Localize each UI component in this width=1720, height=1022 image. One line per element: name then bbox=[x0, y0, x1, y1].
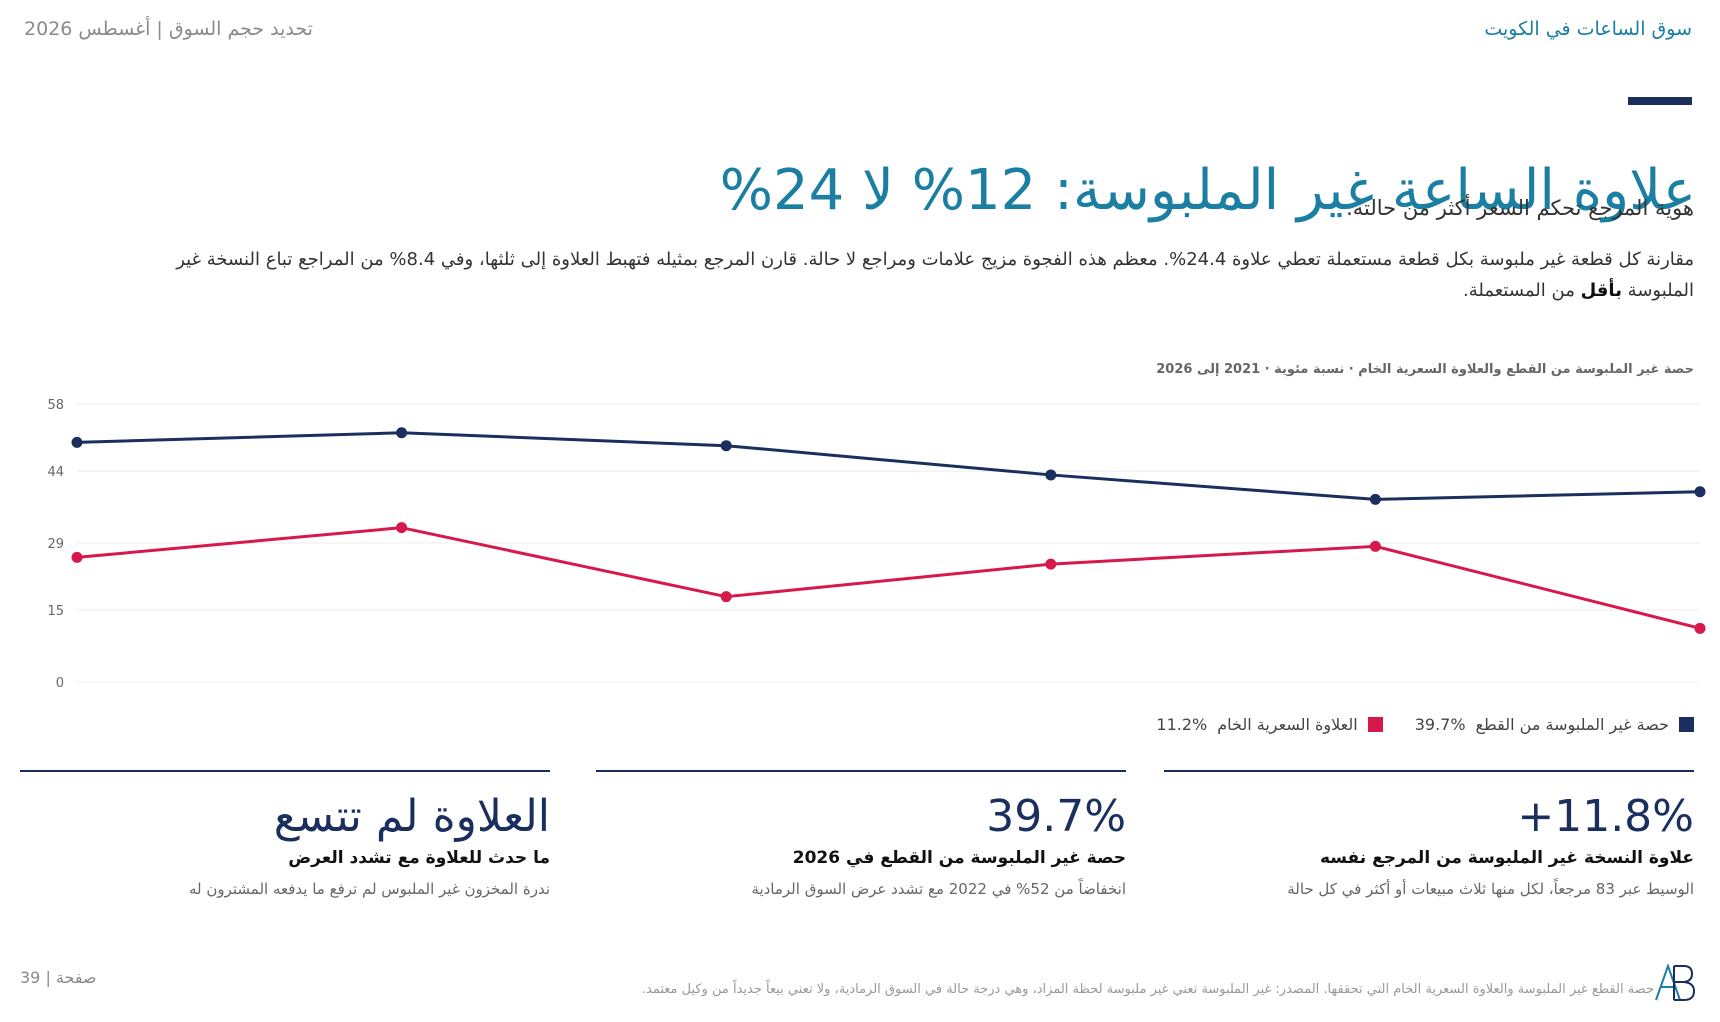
data-point bbox=[71, 551, 83, 563]
y-tick-label: 0 bbox=[56, 676, 64, 691]
page-title: علاوة الساعة غير الملبوسة: 12% لا 24% bbox=[719, 157, 1696, 223]
legend-swatch-share bbox=[1679, 717, 1694, 732]
legend-item-premium: العلاوة السعرية الخام 11.2% bbox=[1156, 715, 1383, 734]
stat-value: +11.8% bbox=[1517, 791, 1694, 842]
data-point bbox=[71, 436, 83, 448]
footer-note: حصة القطع غير الملبوسة والعلاوة السعرية … bbox=[641, 982, 1654, 997]
legend-value-premium: 11.2% bbox=[1156, 715, 1208, 734]
stat-label: ما حدث للعلاوة مع تشدد العرض bbox=[288, 848, 550, 868]
accent-bar bbox=[1628, 97, 1692, 105]
chart-legend: حصة غير الملبوسة من القطع 39.7% العلاوة … bbox=[1156, 715, 1694, 734]
brand-logo-icon bbox=[1655, 962, 1696, 1001]
stat-block-outcome: العلاوة لم تتسع ما حدث للعلاوة مع تشدد ا… bbox=[20, 770, 550, 898]
legend-label-premium: العلاوة السعرية الخام bbox=[1217, 715, 1358, 734]
intro-text: مقارنة كل قطعة غير ملبوسة بكل قطعة مستعم… bbox=[176, 249, 1694, 301]
line-chart: 0 15 29 44 58 bbox=[47, 398, 1706, 691]
stat-block-premium: +11.8% علاوة النسخة غير الملبوسة من المر… bbox=[1164, 770, 1694, 898]
page-number: صفحة | 39 bbox=[20, 968, 97, 987]
stat-desc: انخفاضاً من 52% في 2022 مع تشدد عرض السو… bbox=[751, 880, 1126, 898]
stat-block-share: 39.7% حصة غير الملبوسة من القطع في 2026 … bbox=[596, 770, 1126, 898]
stat-label: حصة غير الملبوسة من القطع في 2026 bbox=[792, 848, 1126, 868]
chart-title: حصة غير الملبوسة من القطع والعلاوة السعر… bbox=[1156, 362, 1694, 377]
y-tick-label: 58 bbox=[47, 398, 64, 413]
data-point bbox=[1369, 540, 1381, 552]
intro-tail: من المستعملة. bbox=[1462, 280, 1581, 301]
page-subtitle: هوية المرجع تحكم السعر أكثر من حالته. bbox=[1346, 196, 1694, 220]
legend-swatch-premium bbox=[1367, 717, 1383, 732]
report-title: سوق الساعات في الكويت bbox=[1484, 18, 1692, 40]
stat-desc: الوسيط عبر 83 مرجعاً، لكل منها ثلاث مبيع… bbox=[1287, 880, 1694, 898]
data-point bbox=[720, 440, 732, 452]
series-line-0 bbox=[76, 431, 1701, 501]
y-tick-label: 29 bbox=[47, 537, 64, 552]
stat-label: علاوة النسخة غير الملبوسة من المرجع نفسه bbox=[1319, 848, 1694, 868]
y-tick-label: 15 bbox=[47, 604, 64, 619]
y-tick-label: 44 bbox=[47, 465, 64, 480]
data-point bbox=[396, 427, 408, 439]
report-subtitle: تحديد حجم السوق | أغسطس 2026 bbox=[24, 18, 313, 40]
data-point bbox=[1369, 493, 1381, 505]
stat-value: 39.7% bbox=[986, 791, 1126, 842]
stat-value: العلاوة لم تتسع bbox=[273, 791, 550, 842]
stat-desc: ندرة المخزون غير الملبوس لم ترفع ما يدفع… bbox=[188, 880, 550, 898]
legend-value-share: 39.7% bbox=[1414, 715, 1466, 734]
legend-item-share: حصة غير الملبوسة من القطع 39.7% bbox=[1415, 715, 1694, 734]
intro-bold: بأقل bbox=[1580, 280, 1622, 301]
data-point bbox=[1045, 558, 1057, 570]
data-point bbox=[396, 522, 408, 534]
data-point bbox=[1694, 622, 1706, 634]
data-point bbox=[720, 591, 732, 603]
series-line-1 bbox=[76, 526, 1701, 630]
data-point bbox=[1694, 486, 1706, 498]
intro-paragraph: مقارنة كل قطعة غير ملبوسة بكل قطعة مستعم… bbox=[114, 244, 1694, 306]
legend-label-share: حصة غير الملبوسة من القطع bbox=[1475, 715, 1669, 734]
data-point bbox=[1045, 469, 1057, 481]
